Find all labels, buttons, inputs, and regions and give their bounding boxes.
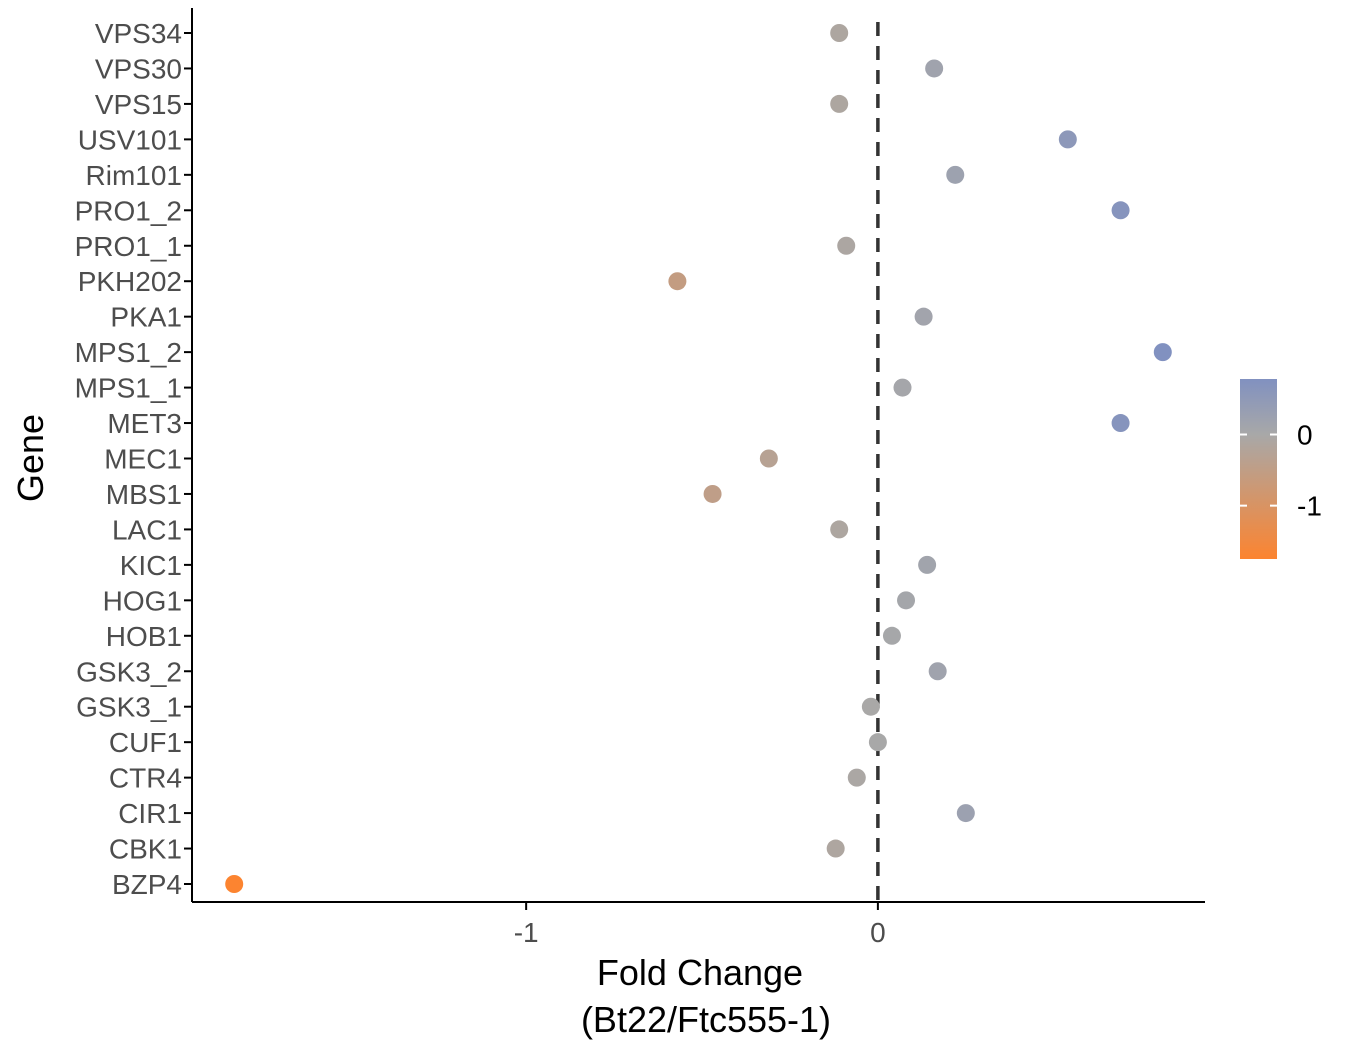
y-tick-label: CBK1 [109,834,182,865]
colorbar-ticks: 0 -1 [1240,419,1322,522]
data-point [1111,414,1130,433]
y-tick-label: PKA1 [110,302,182,333]
y-tick-label: PKH202 [78,266,182,297]
color-legend: 0 -1 [1240,379,1322,559]
data-point [225,875,244,893]
data-point [914,307,933,326]
data-point [830,94,849,113]
data-point [861,697,880,716]
y-tick-label: HOB1 [106,621,182,652]
data-point [830,24,849,42]
y-tick-label: MPS1_1 [75,373,182,404]
y-tick-label: PRO1_2 [75,195,182,226]
y-tick-label: MPS1_2 [75,337,182,368]
data-point [668,272,687,291]
y-tick-label: CTR4 [109,763,182,794]
y-tick-label: PRO1_1 [75,231,182,262]
data-point [837,236,856,255]
data-point [928,662,947,681]
x-tick-label: -1 [514,917,539,948]
data-point [1111,201,1130,220]
y-tick-labels: VPS34 VPS30 VPS15 USV101 Rim101 PRO1_2 PRO1_1 P… [75,18,192,900]
data-point [918,555,937,574]
y-tick-label: VPS34 [95,18,182,49]
data-point [956,804,975,823]
y-tick-label: GSK3_2 [76,656,182,687]
y-tick-label: MET3 [107,408,182,439]
y-tick-label: CIR1 [118,798,182,829]
y-axis-title: Gene [10,414,51,502]
y-tick-label: CUF1 [109,727,182,758]
y-tick-label: HOG1 [103,585,182,616]
data-point [847,768,866,787]
data-points [225,24,1172,893]
y-tick-label: LAC1 [112,514,182,545]
data-point [1153,343,1172,362]
colorbar [1240,379,1277,559]
y-tick-label: GSK3_1 [76,692,182,723]
y-tick-label: VPS15 [95,89,182,120]
data-point [830,520,849,539]
data-point [1058,130,1077,149]
data-point [925,59,944,78]
data-point [826,839,845,858]
x-ticks: -1 0 [514,902,886,948]
x-axis-title-line-1: Fold Change [597,952,803,993]
y-tick-label: KIC1 [120,550,182,581]
y-tick-label: USV101 [78,124,182,155]
data-point [882,626,901,645]
data-point [897,591,916,610]
y-tick-label: VPS30 [95,53,182,84]
y-tick-label: MBS1 [106,479,182,510]
data-point [759,449,778,468]
y-tick-label: Rim101 [86,160,182,191]
x-tick-label: 0 [870,917,886,948]
x-axis-title-line-2: (Bt22/Ftc555-1) [581,999,831,1040]
data-point [868,733,887,752]
data-point [703,484,722,503]
colorbar-tick-label: 0 [1297,419,1313,450]
y-tick-label: MEC1 [104,444,182,475]
data-point [893,378,912,397]
colorbar-tick-label: -1 [1297,491,1322,522]
data-point [946,165,965,184]
y-tick-label: BZP4 [112,869,182,900]
